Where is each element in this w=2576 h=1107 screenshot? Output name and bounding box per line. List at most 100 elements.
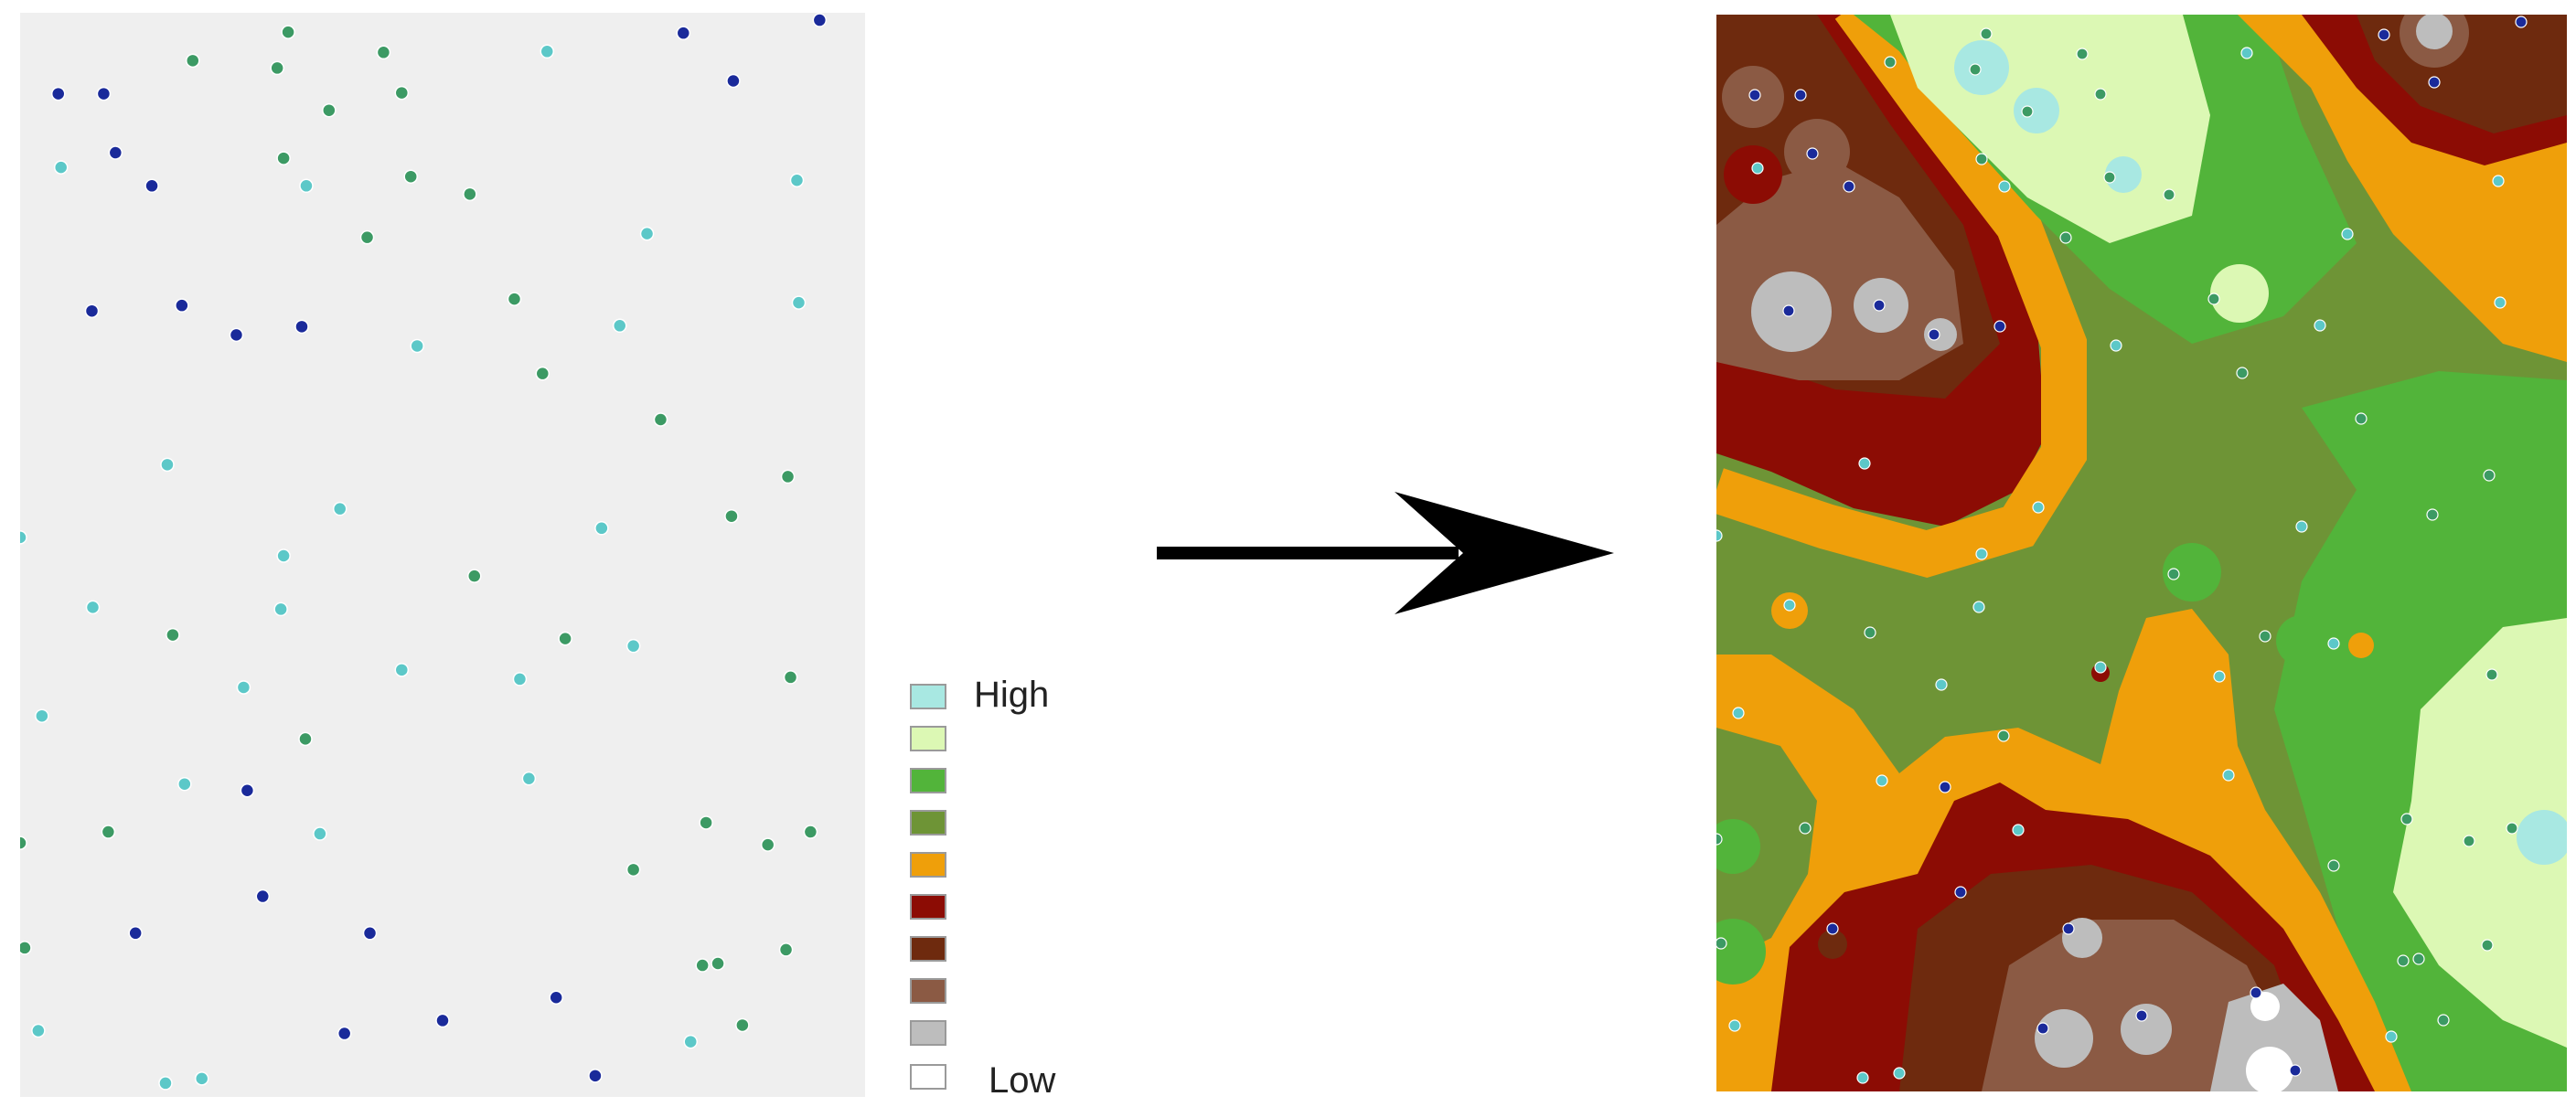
sample-point [2341,228,2354,240]
sample-point [2494,296,2507,309]
sample-point [783,670,798,685]
sample-point [512,672,528,687]
sample-point [1782,304,1795,317]
sample-point [2163,188,2175,201]
sample-point [2492,175,2505,187]
sample-point [20,941,32,955]
sample-point [789,173,805,187]
sample-point [394,85,410,101]
sample-point [803,825,818,839]
sample-point [467,569,482,583]
sample-point [84,303,100,318]
sample-point [20,530,27,545]
surface-cyan-blob [2105,156,2142,193]
sample-point [639,226,655,241]
sample-point [2295,520,2308,533]
sample-point [588,1069,603,1083]
interpolated-surface-map [1716,15,2567,1091]
surface-grey-blob [2416,15,2453,49]
sample-point [2167,568,2180,580]
sample-point [2397,954,2410,967]
sample-point [273,601,288,617]
sample-point [2483,469,2496,482]
sample-point [625,862,641,878]
sample-point [1843,180,1855,193]
sample-point [255,889,271,904]
sample-point [612,318,627,334]
legend-swatch [910,1064,946,1090]
legend-swatch [910,684,946,709]
sample-point [2213,670,2226,683]
sample-point [128,926,143,941]
sample-point [1799,822,1812,835]
arrow-head [1395,492,1614,614]
sample-point [724,508,739,524]
sample-point [780,469,796,484]
sample-point [2327,859,2340,872]
sample-point [812,13,828,27]
sample-point [1993,320,2006,333]
sample-point [1998,180,2011,193]
sample-point [1794,89,1807,101]
sample-point [1969,63,1982,76]
sample-point [20,836,27,850]
sample-point [2240,47,2253,59]
sample-point [158,1076,173,1091]
sample-point [594,521,609,536]
sample-point [359,229,375,245]
sample-point [50,86,66,101]
sample-point [2094,88,2107,101]
sample-point [194,1071,209,1086]
surface-darkbrown-blob [1818,930,1847,959]
sample-point [2135,1009,2148,1022]
sample-point [1716,529,1723,542]
sample-point [2481,939,2494,952]
sample-point [236,680,251,695]
sample-point [1783,599,1796,612]
legend-swatch [910,852,946,878]
sample-point [2485,668,2498,681]
surface-green-blob [1716,919,1766,985]
surface-orange-blob [2348,633,2374,658]
sample-point [683,1034,698,1049]
sample-point [166,627,180,643]
sample-point [1826,922,1839,935]
sample-point [695,958,710,973]
sample-point [676,26,691,40]
sample-point [625,638,641,654]
sample-point [332,501,347,516]
sample-point [726,73,741,89]
sample-point [2076,48,2089,60]
surface-cyan-blob [1954,40,2009,95]
sample-point [2236,367,2249,379]
sample-point [1954,886,1967,899]
legend-swatch [910,936,946,962]
legend-swatch [910,768,946,793]
sample-point [1858,457,1871,470]
surface-grey-blob [2121,1004,2172,1055]
sample-point [507,292,522,306]
sample-point [1928,328,1940,341]
sample-point [177,776,192,792]
interpolated-surface-panel [1716,15,2567,1091]
sample-point [2059,231,2072,244]
sample-point [108,145,123,160]
sample-point [281,25,295,39]
sample-point [2355,412,2368,425]
sample-point [2426,508,2439,521]
surface-white-blob [2250,992,2280,1021]
sample-point [1864,626,1876,639]
sample-point [298,731,313,747]
sample-point [2207,293,2220,305]
sample-point [535,366,550,381]
sample-point [760,837,775,852]
sample-point [1972,601,1985,613]
sample-point [1876,774,1888,787]
sample-point [463,186,477,202]
sample-points-panel [20,13,865,1097]
sample-point [144,178,159,194]
sample-point [313,826,327,841]
sample-point [376,45,391,60]
sample-point [186,53,200,69]
surface-cyan-blob [2014,88,2059,133]
